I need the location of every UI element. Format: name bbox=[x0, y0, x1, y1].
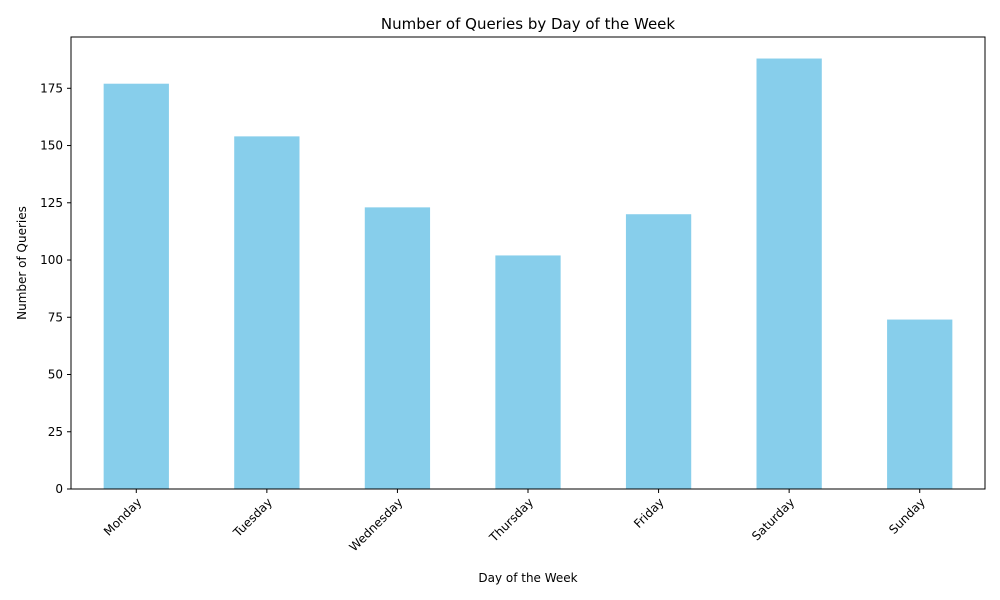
bar-sunday bbox=[887, 319, 953, 489]
x-tick-label-thursday: Thursday bbox=[486, 495, 536, 545]
bar-monday bbox=[103, 83, 169, 489]
y-tick-label: 175 bbox=[40, 81, 63, 95]
bar-tuesday bbox=[234, 136, 300, 489]
y-axis-title: Number of Queries bbox=[15, 206, 29, 320]
plot-frame bbox=[70, 36, 986, 490]
x-tick-label-friday: Friday bbox=[631, 495, 667, 531]
y-tick-label: 125 bbox=[40, 196, 63, 210]
bar-saturday bbox=[756, 58, 822, 490]
x-tick-label-saturday: Saturday bbox=[749, 495, 797, 543]
bars-group bbox=[103, 58, 953, 490]
x-tick-label-monday: Monday bbox=[101, 495, 144, 538]
x-axis-ticks: Monday Tuesday Wednesday Thursday Friday Satu… bbox=[101, 489, 928, 554]
bar-wednesday bbox=[364, 207, 431, 490]
y-tick-label: 25 bbox=[48, 425, 63, 439]
y-tick-label: 0 bbox=[55, 482, 63, 496]
y-tick-label: 50 bbox=[48, 368, 63, 382]
y-tick-label: 150 bbox=[40, 139, 63, 153]
y-tick-label: 75 bbox=[48, 310, 63, 324]
y-axis-ticks: 0 25 50 75 100 125 150 175 bbox=[40, 81, 71, 496]
x-tick-label-wednesday: Wednesday bbox=[347, 495, 406, 554]
x-tick-label-sunday: Sunday bbox=[886, 495, 928, 537]
chart-title: Number of Queries by Day of the Week bbox=[381, 15, 676, 33]
x-axis-title: Day of the Week bbox=[478, 571, 577, 585]
bar-friday bbox=[625, 214, 692, 489]
bar-thursday bbox=[495, 255, 561, 489]
y-tick-label: 100 bbox=[40, 253, 63, 267]
x-tick-label-tuesday: Tuesday bbox=[230, 495, 275, 540]
